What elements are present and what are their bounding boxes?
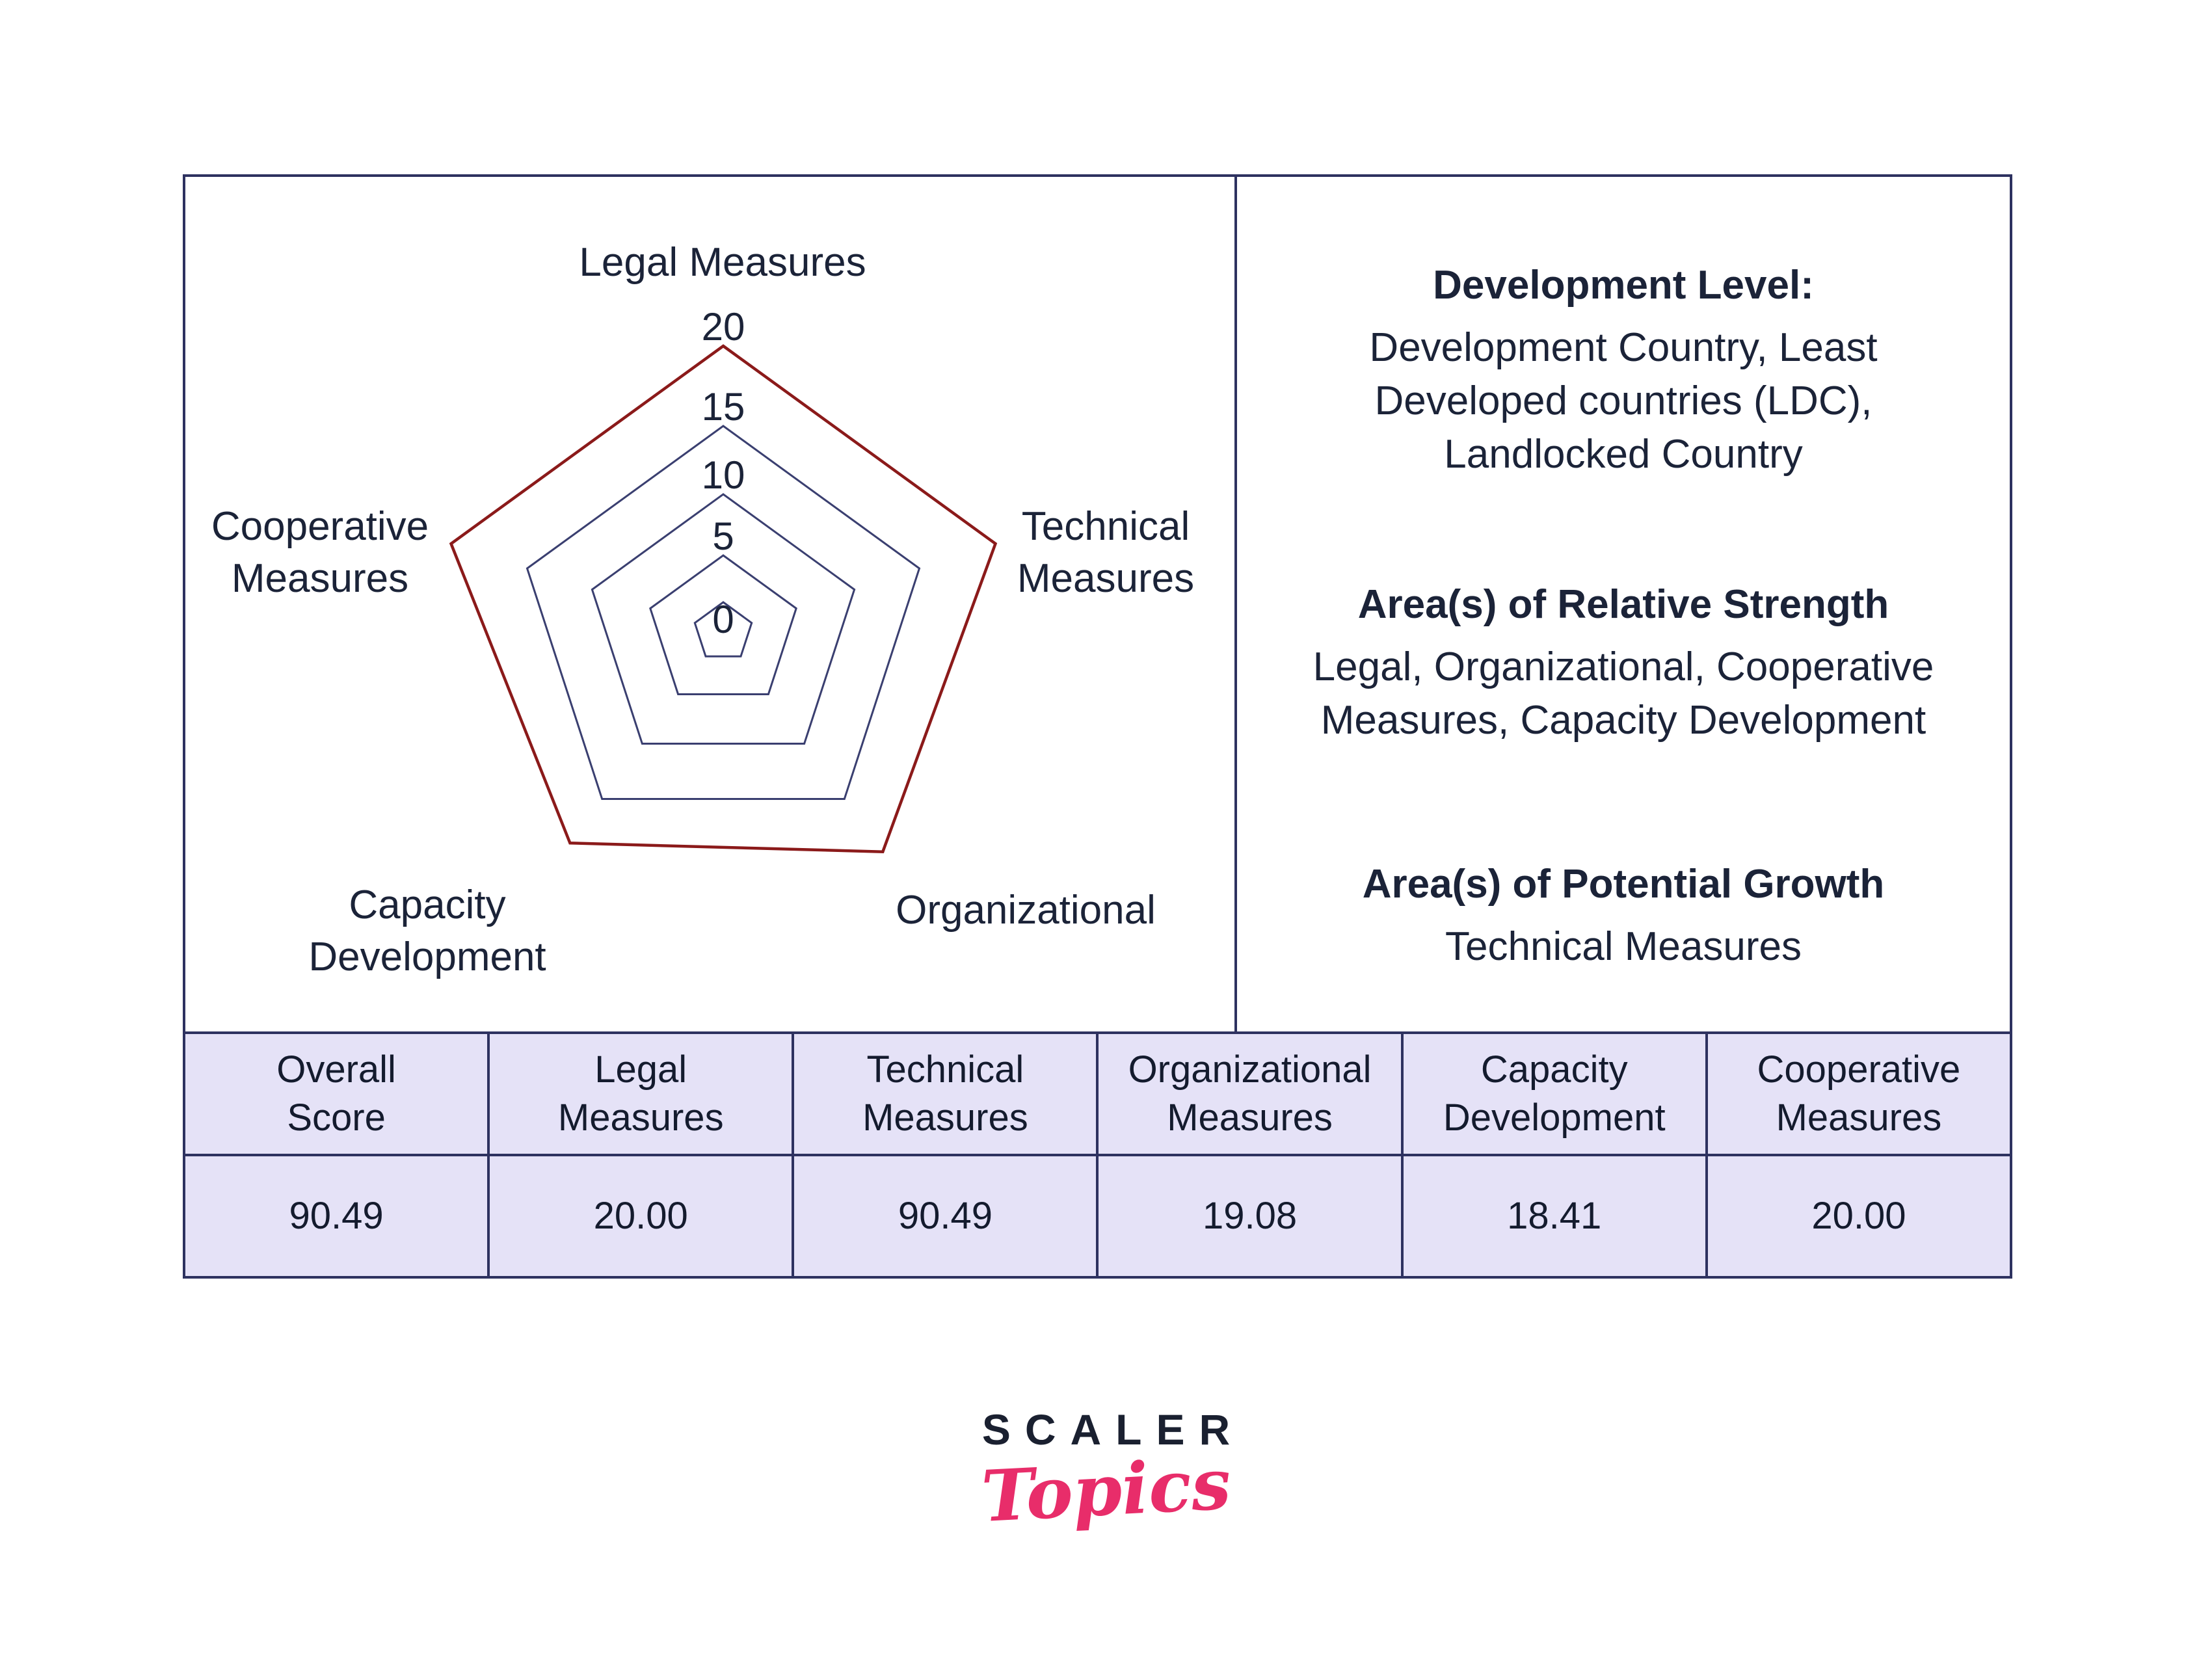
axis-label-legal-measures: Legal Measures <box>579 240 866 285</box>
tick-label-15: 15 <box>702 385 745 429</box>
development-level-block: Development Level: Development Country, … <box>1237 259 2010 481</box>
table-header-overall-score: Overall Score <box>185 1034 488 1154</box>
tick-label-5: 5 <box>712 514 734 558</box>
tick-label-20: 20 <box>702 305 745 349</box>
axis-label-organizational: Organizational <box>896 888 1156 933</box>
table-header-cooperative-measures: Cooperative Measures <box>1707 1034 2010 1154</box>
table-header-technical-measures: Technical Measures <box>794 1034 1097 1154</box>
table-value-organizational-measures: 19.08 <box>1099 1156 1401 1276</box>
score-table: Overall Score Legal Measures Technical M… <box>183 1034 2012 1279</box>
info-panel: Development Level: Development Country, … <box>1234 177 2010 1031</box>
development-level-body: Development Country, Least Developed cou… <box>1369 325 1878 477</box>
table-header-capacity-development: Capacity Development <box>1403 1034 1705 1154</box>
axis-label-technical: Technical Measures <box>1017 504 1195 601</box>
tick-label-10: 10 <box>702 453 745 497</box>
data-polygon <box>449 344 998 853</box>
potential-growth-body: Technical Measures <box>1445 924 1802 969</box>
table-value-legal-measures: 20.00 <box>490 1156 792 1276</box>
relative-strength-block: Area(s) of Relative Strength Legal, Orga… <box>1237 578 2010 747</box>
axis-label-capacity: Capacity Development <box>308 883 546 979</box>
relative-strength-body: Legal, Organizational, Cooperative Measu… <box>1313 644 1934 743</box>
scaler-topics-logo: SCALER Topics <box>968 1405 1245 1538</box>
grid-ring-10 <box>591 493 856 745</box>
table-value-overall-score: 90.49 <box>185 1156 488 1276</box>
logo-topics-text: Topics <box>979 1443 1233 1538</box>
logo-scaler-text: SCALER <box>981 1405 1245 1454</box>
relative-strength-heading: Area(s) of Relative Strength <box>1357 582 1889 627</box>
table-value-cooperative-measures: 20.00 <box>1707 1156 2010 1276</box>
development-level-heading: Development Level: <box>1433 263 1814 308</box>
radar-chart: 0 5 10 15 20 Legal Measures Technical Measure… <box>185 177 1234 1031</box>
potential-growth-block: Area(s) of Potential Growth Technical Me… <box>1237 858 2010 974</box>
axis-label-cooperative: Cooperative Measures <box>211 504 429 601</box>
grid-ring-0 <box>693 601 753 658</box>
radar-chart-canvas: 0 5 10 15 20 <box>449 305 998 853</box>
table-value-technical-measures: 90.49 <box>794 1156 1097 1276</box>
grid-ring-15 <box>526 425 921 800</box>
table-header-organizational-measures: Organizational Measures <box>1099 1034 1401 1154</box>
grid-ring-5 <box>649 554 797 695</box>
table-value-capacity-development: 18.41 <box>1403 1156 1705 1276</box>
potential-growth-heading: Area(s) of Potential Growth <box>1362 862 1885 907</box>
scorecard-panel: 0 5 10 15 20 Legal Measures Technical Measure… <box>183 174 2012 1034</box>
tick-label-0: 0 <box>712 598 734 641</box>
table-header-legal-measures: Legal Measures <box>490 1034 792 1154</box>
